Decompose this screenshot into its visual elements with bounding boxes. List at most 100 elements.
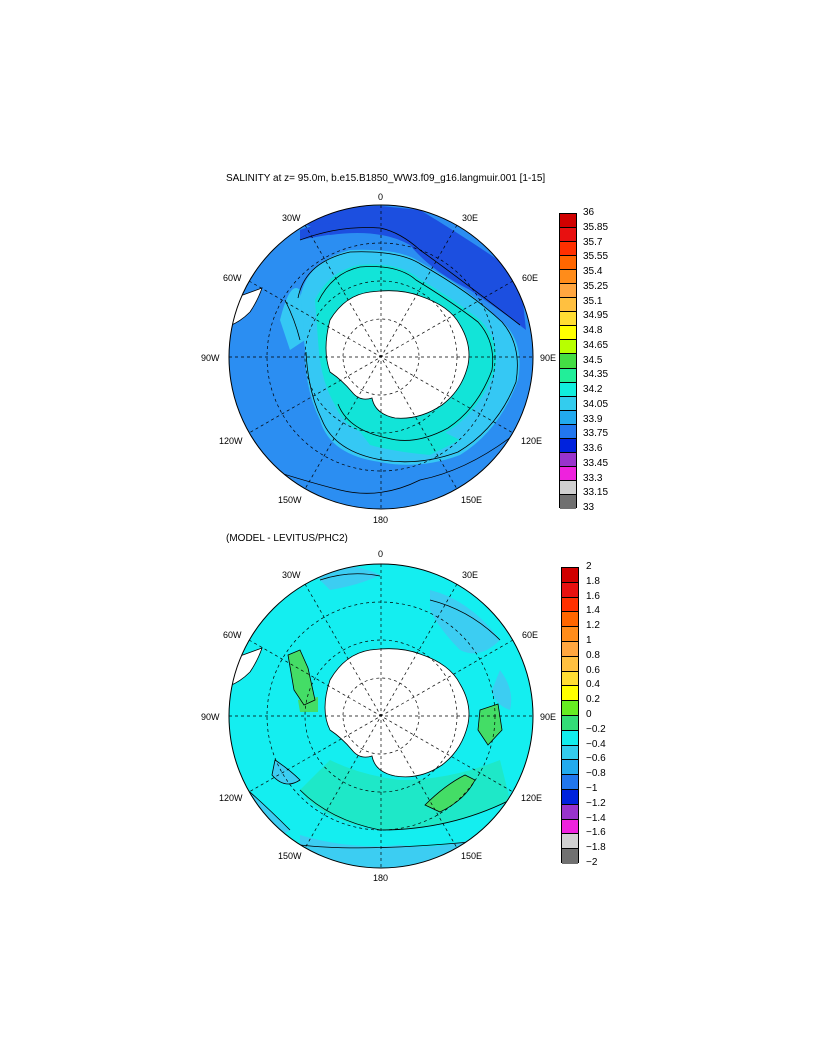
- colorbar-segment: [562, 804, 578, 820]
- colorbar-tick-label: −1.8: [586, 842, 606, 854]
- map2-lon-label: 30W: [282, 570, 301, 580]
- colorbar-tick-label: 36: [583, 207, 595, 218]
- map1-lon-label: 150W: [278, 495, 302, 505]
- colorbar-segment: [562, 597, 578, 613]
- colorbar-segment: [560, 340, 576, 355]
- colorbar-tick-label: 1: [586, 635, 592, 646]
- colorbar-tick-label: 1.8: [586, 575, 600, 587]
- colorbar-tick-label: 33.9: [583, 413, 603, 425]
- map2-lon-label: 90W: [201, 712, 220, 722]
- colorbar-tick-label: 34.5: [583, 354, 603, 366]
- map2-lon-label: 60E: [522, 630, 539, 640]
- map1-lon-label: 90E: [540, 353, 557, 363]
- map2-lon-label: 90E: [540, 712, 557, 722]
- colorbar-segment: [560, 466, 576, 481]
- colorbar-segment: [560, 452, 576, 467]
- colorbar-segment: [560, 438, 576, 453]
- map1-lon-label: 60W: [223, 273, 242, 283]
- colorbar-segment: [562, 671, 578, 687]
- colorbar-segment: [562, 686, 578, 702]
- map1-border: [228, 204, 534, 510]
- colorbar-tick-label: −0.6: [586, 753, 606, 765]
- map2-lon-label: 120W: [219, 793, 243, 803]
- colorbar-tick-label: 33.6: [583, 443, 603, 454]
- colorbar-segment: [560, 354, 576, 369]
- difference-colorbar: [561, 567, 579, 864]
- colorbar-tick-label: −1.2: [586, 797, 606, 809]
- map1-lon-label: 30W: [282, 213, 301, 223]
- map2-lon-label: 30E: [462, 570, 479, 580]
- colorbar-tick-label: −0.4: [586, 738, 606, 750]
- colorbar-segment: [560, 424, 576, 439]
- colorbar-segment: [560, 480, 576, 495]
- colorbar-segment: [562, 745, 578, 761]
- colorbar-segment: [562, 849, 578, 864]
- colorbar-segment: [562, 775, 578, 790]
- map2-lon-label: 60W: [223, 630, 242, 640]
- colorbar-segment: [560, 312, 576, 327]
- colorbar-tick-label: −1.4: [586, 812, 606, 824]
- map2-border: [228, 563, 534, 869]
- colorbar-tick-label: 34.65: [583, 339, 609, 351]
- colorbar-tick-label: 33.3: [583, 472, 603, 484]
- colorbar-segment: [560, 494, 576, 509]
- colorbar-tick-label: 33.45: [583, 457, 609, 469]
- colorbar-tick-label: 0.6: [586, 664, 600, 676]
- map1-lon-label: 180: [373, 515, 389, 525]
- colorbar-segment: [562, 760, 578, 776]
- colorbar-segment: [562, 819, 578, 835]
- colorbar-tick-label: 34.8: [583, 325, 603, 336]
- colorbar-segment: [560, 396, 576, 411]
- colorbar-tick-label: 35.4: [583, 266, 603, 277]
- colorbar-tick-label: 35.7: [583, 236, 603, 248]
- map2-lon-label: 120E: [521, 793, 543, 803]
- colorbar-tick-label: 35.85: [583, 221, 609, 233]
- colorbar-segment: [562, 612, 578, 628]
- colorbar-tick-label: −0.8: [586, 768, 606, 780]
- colorbar-segment: [560, 382, 576, 397]
- colorbar-segment: [560, 368, 576, 383]
- colorbar-tick-label: −0.2: [586, 723, 606, 735]
- colorbar-tick-label: 0.2: [586, 694, 600, 706]
- colorbar-segment: [562, 730, 578, 746]
- colorbar-segment: [560, 284, 576, 299]
- colorbar-tick-label: 1.4: [586, 605, 600, 617]
- map1-lon-label: 30E: [462, 213, 479, 223]
- colorbar-segment: [562, 568, 578, 583]
- colorbar-tick-label: −2: [586, 857, 598, 868]
- colorbar-segment: [560, 242, 576, 257]
- colorbar-tick-label: 0.8: [586, 649, 600, 661]
- salinity-polar-map: [229, 205, 533, 509]
- colorbar-tick-label: 1.6: [586, 590, 600, 602]
- colorbar-segment: [562, 715, 578, 731]
- map1-lon-label: 120E: [521, 436, 543, 446]
- colorbar-tick-label: 35.55: [583, 251, 609, 263]
- colorbar-tick-label: −1: [586, 783, 598, 794]
- colorbar-tick-label: 0: [586, 709, 592, 720]
- colorbar-segment: [560, 270, 576, 285]
- colorbar-tick-label: 35.25: [583, 280, 609, 292]
- colorbar-tick-label: 35.1: [583, 295, 603, 307]
- colorbar-tick-label: 34.05: [583, 398, 609, 410]
- colorbar-segment: [560, 326, 576, 341]
- colorbar-segment: [562, 656, 578, 672]
- colorbar-tick-label: 34.2: [583, 384, 603, 395]
- colorbar-segment: [562, 701, 578, 716]
- map1-lon-label: 60E: [522, 273, 539, 283]
- map1-lon-label: 120W: [219, 436, 243, 446]
- map1-lon-label: 0: [378, 192, 384, 202]
- colorbar-segment: [562, 582, 578, 598]
- colorbar-segment: [560, 410, 576, 425]
- colorbar-tick-label: 2: [586, 561, 592, 572]
- colorbar-tick-label: 34.35: [583, 369, 609, 381]
- colorbar-segment: [560, 228, 576, 243]
- colorbar-tick-label: 33: [583, 502, 595, 513]
- map1-lon-label: 90W: [201, 353, 220, 363]
- plot2-title: (MODEL - LEVITUS/PHC2): [226, 533, 348, 544]
- map2-lon-label: 180: [373, 873, 389, 883]
- map2-lon-label: 150E: [461, 851, 483, 861]
- plot1-title: SALINITY at z= 95.0m, b.e15.B1850_WW3.f0…: [226, 173, 546, 184]
- colorbar-segment: [560, 298, 576, 313]
- salinity-colorbar: [559, 213, 577, 509]
